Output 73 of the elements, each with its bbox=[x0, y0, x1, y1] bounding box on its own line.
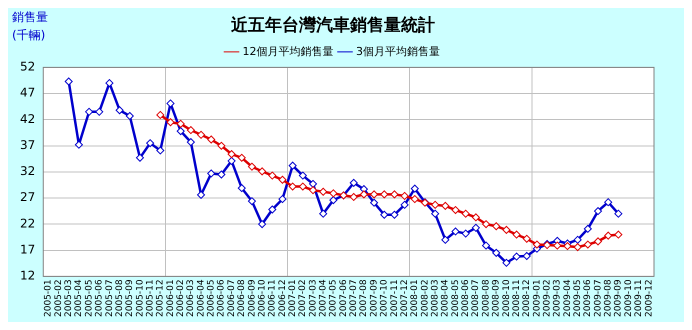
x-tick-label: 2006-07 bbox=[226, 279, 237, 318]
x-tick-label: 2008-06 bbox=[461, 279, 472, 318]
x-tick-label: 2007-12 bbox=[400, 279, 410, 318]
x-tick-label: 2008-10 bbox=[502, 279, 512, 318]
x-tick-label: 2005-09 bbox=[125, 279, 136, 318]
x-tick-label: 2005-07 bbox=[104, 279, 115, 318]
x-tick-label: 2006-10 bbox=[257, 279, 268, 318]
x-tick-label: 2008-08 bbox=[481, 279, 492, 318]
x-tick-label: 2005-02 bbox=[54, 279, 64, 318]
y-tick-label: 52 bbox=[20, 60, 36, 74]
x-tick-label: 2008-09 bbox=[492, 279, 502, 318]
x-tick-label: 2009-08 bbox=[604, 279, 614, 318]
x-tick-label: 2007-11 bbox=[390, 279, 400, 318]
x-tick-label: 2007-09 bbox=[369, 279, 380, 318]
x-tick-label: 2009-11 bbox=[634, 279, 644, 318]
y-tick-label: 27 bbox=[20, 190, 36, 204]
x-tick-label: 2009-10 bbox=[624, 279, 634, 318]
x-tick-label: 2008-04 bbox=[440, 279, 451, 318]
x-tick-label: 2007-02 bbox=[298, 279, 308, 318]
chart-title: 近五年台灣汽車銷售量統計 bbox=[230, 16, 435, 36]
x-tick-label: 2007-08 bbox=[359, 279, 370, 318]
x-tick-label: 2007-01 bbox=[288, 279, 298, 318]
x-tick-label: 2007-05 bbox=[328, 279, 339, 318]
x-tick-label: 2006-06 bbox=[216, 279, 227, 318]
x-tick-label: 2005-10 bbox=[135, 279, 146, 318]
x-tick-label: 2005-03 bbox=[64, 279, 74, 318]
y-tick-label: 42 bbox=[20, 112, 36, 126]
x-tick-label: 2005-06 bbox=[94, 279, 105, 318]
x-tick-label: 2007-10 bbox=[380, 279, 390, 318]
x-tick-label: 2008-03 bbox=[430, 279, 440, 318]
x-tick-label: 2007-04 bbox=[318, 279, 329, 318]
x-tick-label: 2006-09 bbox=[247, 279, 258, 318]
x-tick-label: 2006-01 bbox=[166, 279, 176, 318]
x-tick-label: 2009-03 bbox=[552, 279, 563, 318]
x-tick-label: 2009-05 bbox=[573, 279, 583, 318]
x-tick-label: 2008-12 bbox=[522, 279, 532, 318]
x-tick-label: 2006-08 bbox=[237, 279, 248, 318]
x-tick-label: 2007-06 bbox=[338, 279, 349, 318]
x-tick-label: 2008-01 bbox=[410, 279, 420, 318]
legend-label: 3個月平均銷售量 bbox=[356, 44, 440, 58]
x-tick-label: 2005-12 bbox=[156, 279, 166, 318]
x-tick-label: 2005-04 bbox=[74, 279, 84, 318]
x-tick-label: 2008-07 bbox=[471, 279, 482, 318]
x-tick-label: 2005-01 bbox=[44, 279, 54, 318]
x-tick-label: 2007-07 bbox=[349, 279, 360, 318]
x-tick-label: 2006-05 bbox=[206, 279, 217, 318]
x-tick-label: 2009-12 bbox=[644, 279, 654, 318]
legend-label: 12個月平均銷售量 bbox=[242, 44, 334, 58]
x-tick-label: 2005-08 bbox=[114, 279, 125, 318]
x-tick-label: 2009-09 bbox=[614, 279, 624, 318]
x-tick-label: 2005-05 bbox=[84, 279, 94, 318]
y-tick-label: 12 bbox=[20, 268, 36, 283]
y-axis-title: 銷售量 (千輛) bbox=[12, 10, 48, 42]
y-tick-label: 47 bbox=[20, 86, 36, 100]
x-tick-label: 2009-01 bbox=[532, 279, 542, 318]
x-tick-label: 2006-03 bbox=[186, 279, 196, 318]
y-tick-label: 32 bbox=[20, 164, 36, 178]
x-tick-label: 2009-02 bbox=[542, 279, 552, 318]
x-tick-label: 2006-04 bbox=[196, 279, 206, 318]
y-tick-label: 17 bbox=[20, 242, 36, 256]
x-tick-label: 2008-02 bbox=[420, 279, 430, 318]
x-tick-label: 2008-11 bbox=[512, 279, 522, 318]
x-tick-label: 2009-06 bbox=[583, 279, 594, 318]
x-tick-label: 2007-03 bbox=[308, 279, 318, 318]
x-tick-label: 2006-02 bbox=[176, 279, 186, 318]
y-tick-label: 22 bbox=[20, 216, 36, 230]
y-tick-label: 37 bbox=[20, 138, 36, 152]
x-tick-label: 2005-11 bbox=[145, 279, 156, 318]
x-tick-label: 2009-04 bbox=[562, 279, 573, 318]
x-tick-label: 2009-07 bbox=[593, 279, 604, 318]
x-tick-label: 2006-11 bbox=[268, 279, 278, 318]
x-tick-label: 2006-12 bbox=[278, 279, 288, 318]
x-tick-label: 2008-05 bbox=[450, 279, 461, 318]
